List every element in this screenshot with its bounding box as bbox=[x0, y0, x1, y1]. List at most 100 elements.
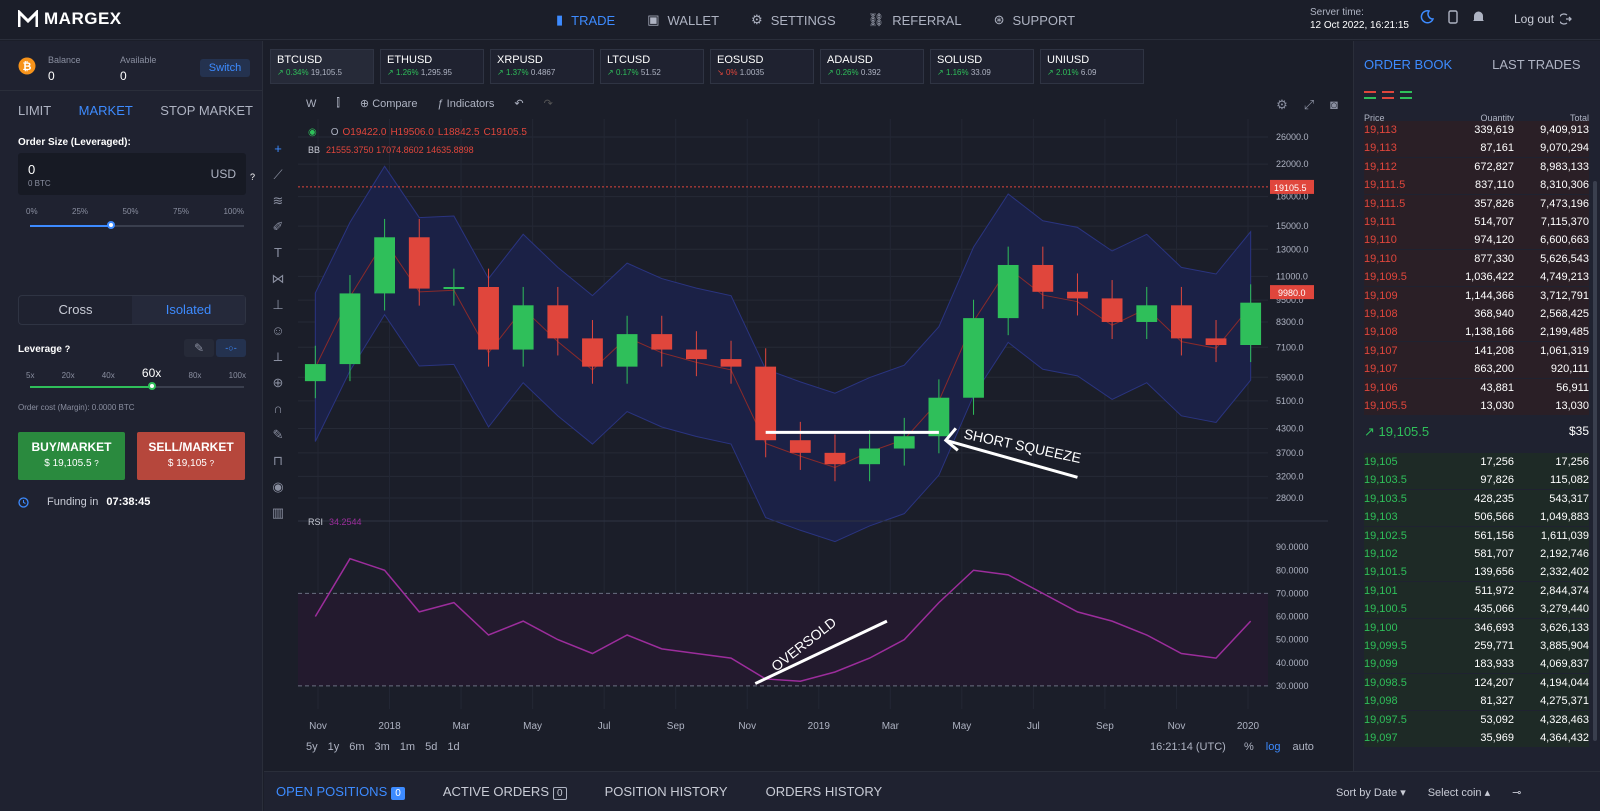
redo-icon[interactable]: ↷ bbox=[543, 98, 553, 110]
slider-mode-icon[interactable]: -○- bbox=[216, 339, 246, 357]
ticker-uniusd[interactable]: UNIUSD ↗ 2.01% 6.09 bbox=[1040, 49, 1144, 84]
range-1y[interactable]: 1y bbox=[327, 741, 340, 753]
bid-row[interactable]: 19,098.5 124,207 4,194,044 bbox=[1364, 673, 1589, 692]
isolated-button[interactable]: Isolated bbox=[132, 296, 245, 324]
coin-dropdown[interactable]: Select coin ▴ bbox=[1427, 787, 1491, 799]
ask-row[interactable]: 19,108 1,138,166 2,199,485 bbox=[1364, 323, 1589, 342]
log-toggle[interactable]: log bbox=[1265, 741, 1281, 753]
ask-row[interactable]: 19,110 877,330 5,626,543 bbox=[1364, 249, 1589, 268]
emoji-icon[interactable]: ☺ bbox=[271, 323, 285, 338]
indicators-button[interactable]: ƒ Indicators bbox=[437, 97, 495, 110]
range-1d[interactable]: 1d bbox=[447, 741, 460, 753]
pencil-icon[interactable]: ✎ bbox=[184, 339, 214, 357]
trend-line-icon[interactable]: ⟋ bbox=[273, 167, 283, 182]
ask-row[interactable]: 19,111.5 357,826 7,473,196 bbox=[1364, 194, 1589, 213]
interval-button[interactable]: W bbox=[306, 97, 317, 110]
bids-only-icon[interactable] bbox=[1400, 91, 1412, 99]
crosshair-icon[interactable]: + bbox=[274, 141, 282, 156]
pattern-icon[interactable]: ⋈ bbox=[271, 271, 285, 286]
percent-toggle[interactable]: % bbox=[1244, 741, 1254, 753]
ask-row[interactable]: 19,107 863,200 920,111 bbox=[1364, 360, 1589, 379]
ticker-xrpusd[interactable]: XRPUSD ↗ 1.37% 0.4867 bbox=[490, 49, 594, 84]
ask-row[interactable]: 19,109 1,144,366 3,712,791 bbox=[1364, 286, 1589, 305]
range-1m[interactable]: 1m bbox=[399, 741, 416, 753]
tab-market[interactable]: MARKET bbox=[78, 103, 133, 118]
range-3m[interactable]: 3m bbox=[374, 741, 390, 753]
bid-row[interactable]: 19,103.5 97,826 115,082 bbox=[1364, 471, 1589, 490]
zoom-icon[interactable]: ⊕ bbox=[272, 375, 284, 390]
ask-row[interactable]: 19,113 339,619 9,409,913 bbox=[1364, 121, 1589, 139]
lock-draw-icon[interactable]: ✎ bbox=[272, 427, 284, 442]
eye-icon[interactable]: ◉ bbox=[272, 479, 284, 494]
size-slider-track[interactable] bbox=[30, 225, 244, 227]
prediction-icon[interactable]: ⊥ bbox=[272, 297, 284, 312]
bid-row[interactable]: 19,101 511,972 2,844,374 bbox=[1364, 581, 1589, 600]
ask-row[interactable]: 19,113 87,161 9,070,294 bbox=[1364, 139, 1589, 158]
bid-row[interactable]: 19,103 506,566 1,049,883 bbox=[1364, 508, 1589, 527]
phone-icon[interactable] bbox=[1448, 10, 1458, 24]
auto-toggle[interactable]: auto bbox=[1292, 741, 1314, 753]
ask-row[interactable]: 19,106 43,881 56,911 bbox=[1364, 378, 1589, 397]
ticker-adausd[interactable]: ADAUSD ↗ 0.26% 0.392 bbox=[820, 49, 924, 84]
fib-icon[interactable]: ≋ bbox=[272, 193, 284, 208]
bid-row[interactable]: 19,102.5 561,156 1,611,039 bbox=[1364, 526, 1589, 545]
cross-button[interactable]: Cross bbox=[58, 302, 93, 317]
logo[interactable]: MARGEX bbox=[18, 9, 122, 29]
compare-button[interactable]: ⊕ Compare bbox=[359, 98, 418, 110]
orderbook-scrollbar[interactable] bbox=[1593, 181, 1597, 741]
ruler-icon[interactable]: ⟂ bbox=[273, 349, 283, 364]
bid-row[interactable]: 19,099 183,933 4,069,837 bbox=[1364, 655, 1589, 674]
logout-button[interactable]: Log out bbox=[1514, 12, 1572, 26]
ticker-eosusd[interactable]: EOSUSD ↘ 0% 1.0035 bbox=[710, 49, 814, 84]
nav-settings[interactable]: ⚙ SETTINGS bbox=[751, 12, 836, 28]
bid-row[interactable]: 19,098 81,327 4,275,371 bbox=[1364, 692, 1589, 711]
brush-icon[interactable]: ✐ bbox=[272, 219, 284, 234]
bid-row[interactable]: 19,099.5 259,771 3,885,904 bbox=[1364, 637, 1589, 655]
ask-row[interactable]: 19,108 368,940 2,568,425 bbox=[1364, 305, 1589, 323]
ticker-ethusd[interactable]: ETHUSD ↗ 1.26% 1,295.95 bbox=[380, 49, 484, 84]
both-sides-icon[interactable] bbox=[1364, 91, 1376, 99]
ticker-ltcusd[interactable]: LTCUSD ↗ 0.17% 51.52 bbox=[600, 49, 704, 84]
undo-icon[interactable]: ↶ bbox=[514, 98, 524, 110]
collapse-icon[interactable]: ⊸ bbox=[1512, 787, 1522, 799]
help-icon[interactable]: ? bbox=[250, 172, 256, 182]
ask-row[interactable]: 19,111 514,707 7,115,370 bbox=[1364, 213, 1589, 231]
moon-icon[interactable] bbox=[1420, 10, 1434, 24]
nav-wallet[interactable]: ▣ WALLET bbox=[647, 12, 719, 28]
range-6m[interactable]: 6m bbox=[349, 741, 365, 753]
sort-dropdown[interactable]: Sort by Date ▾ bbox=[1336, 787, 1406, 799]
bid-row[interactable]: 19,103.5 428,235 543,317 bbox=[1364, 489, 1589, 508]
order-size-input[interactable]: 0 0 BTC USD bbox=[18, 153, 246, 195]
tab-stop-market[interactable]: STOP MARKET bbox=[160, 103, 253, 118]
ask-row[interactable]: 19,111.5 837,110 8,310,306 bbox=[1364, 176, 1589, 195]
fullscreen-icon[interactable]: ⤢ bbox=[1303, 97, 1315, 112]
price-chart[interactable]: 26000.0 22000.0 18000.0 15000.0 13000.0 11000… bbox=[298, 119, 1348, 759]
text-icon[interactable]: T bbox=[274, 245, 282, 260]
tab-order-book[interactable]: ORDER BOOK bbox=[1364, 57, 1453, 72]
bid-row[interactable]: 19,097 35,969 4,364,432 bbox=[1364, 729, 1589, 747]
tab-position-history[interactable]: POSITION HISTORY bbox=[604, 784, 728, 799]
leverage-slider-handle[interactable] bbox=[148, 382, 156, 390]
range-5y[interactable]: 5y bbox=[306, 741, 318, 753]
ask-row[interactable]: 19,112 672,827 8,983,133 bbox=[1364, 157, 1589, 176]
bid-row[interactable]: 19,100 346,693 3,626,133 bbox=[1364, 618, 1589, 637]
trash-icon[interactable]: ▥ bbox=[271, 505, 285, 520]
range-5d[interactable]: 5d bbox=[425, 741, 438, 753]
bell-icon[interactable] bbox=[1472, 10, 1485, 24]
bid-row[interactable]: 19,100.5 435,066 3,279,440 bbox=[1364, 600, 1589, 619]
bid-row[interactable]: 19,101.5 139,656 2,332,402 bbox=[1364, 563, 1589, 582]
bid-row[interactable]: 19,102 581,707 2,192,746 bbox=[1364, 545, 1589, 563]
nav-trade[interactable]: ▮ TRADE bbox=[556, 12, 615, 28]
lock-icon[interactable]: ⊓ bbox=[272, 453, 284, 468]
asks-only-icon[interactable] bbox=[1382, 91, 1394, 99]
magnet-icon[interactable]: ∩ bbox=[273, 401, 283, 416]
camera-icon[interactable]: ◙ bbox=[1330, 97, 1338, 112]
nav-referral[interactable]: ⛓ REFERRAL bbox=[868, 12, 962, 28]
tab-orders-history[interactable]: ORDERS HISTORY bbox=[765, 784, 883, 799]
switch-button[interactable]: Switch bbox=[200, 59, 250, 77]
ask-row[interactable]: 19,105.5 13,030 13,030 bbox=[1364, 397, 1589, 415]
ticker-btcusd[interactable]: BTCUSD ↗ 0.34% 19,105.5 bbox=[270, 49, 374, 84]
buy-market-button[interactable]: BUY/MARKET $ 19,105.5 ? bbox=[18, 432, 125, 480]
tab-last-trades[interactable]: LAST TRADES bbox=[1492, 57, 1581, 72]
ask-row[interactable]: 19,109.5 1,036,422 4,749,213 bbox=[1364, 268, 1589, 287]
